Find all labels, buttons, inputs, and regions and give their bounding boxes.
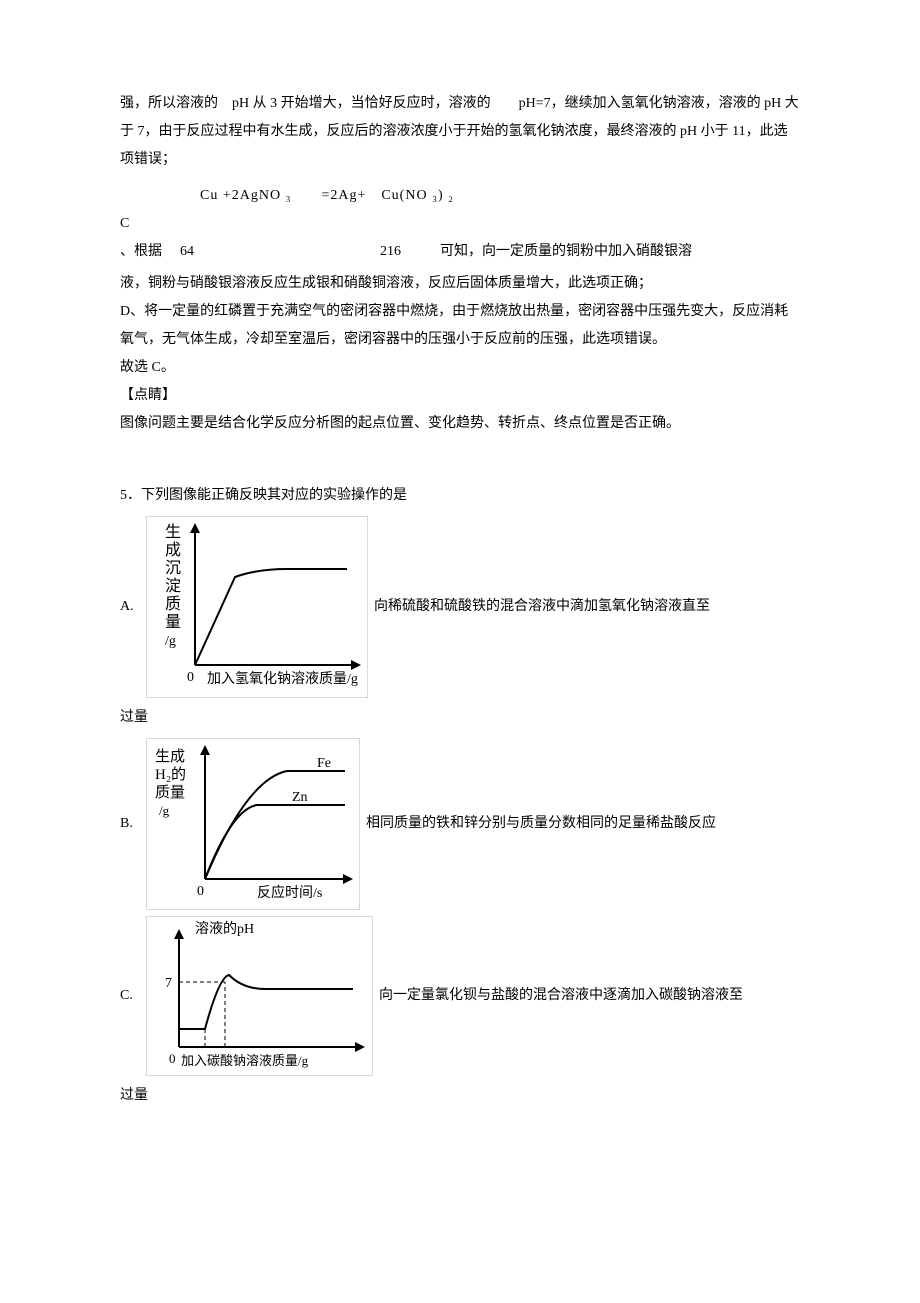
svg-text:质: 质 <box>165 595 181 613</box>
svg-text:沉: 沉 <box>165 559 181 577</box>
svg-text:反应时间/s: 反应时间/s <box>257 884 322 901</box>
eq-mass-cu: 64 <box>180 238 240 266</box>
svg-text:7: 7 <box>165 976 172 991</box>
svg-text:生: 生 <box>165 523 181 541</box>
paragraph: 故选 C。 <box>120 354 800 382</box>
svg-text:加入氢氧化钠溶液质量/g: 加入氢氧化钠溶液质量/g <box>207 671 358 687</box>
paragraph-dianjing: 【点睛】 <box>120 382 800 410</box>
equation-text: Cu +2AgNO ₃ =2Ag+ Cu(NO ₃) ₂ <box>200 182 454 210</box>
eq-tail: 可知，向一定质量的铜粉中加入硝酸银溶 <box>440 238 692 266</box>
option-b-graph: 生成 H₂的 质量 /g 0 反应时间/s Fe Zn <box>146 738 360 910</box>
svg-text:H₂的: H₂的 <box>155 766 186 783</box>
paragraph: 液，铜粉与硝酸银溶液反应生成银和硝酸铜溶液，反应后固体质量增大，此选项正确； <box>120 270 800 298</box>
svg-text:0: 0 <box>187 670 194 685</box>
svg-text:/g: /g <box>165 634 176 649</box>
option-c-row: C. 溶液的pH 7 0 加入碳酸钠溶液质量/g 向一定量氯化钡与盐酸的混合溶液 <box>120 916 800 1076</box>
option-c-label: C. <box>120 982 146 1010</box>
document-page: 强，所以溶液的 pH 从 3 开始增大，当恰好反应时，溶液的 pH=7，继续加入… <box>0 0 920 1176</box>
svg-text:/g: /g <box>159 803 170 818</box>
option-a-graph: 生 成 沉 淀 质 量 /g 0 加入氢氧化钠溶液质量/g <box>146 516 368 698</box>
eq-mass-ag: 216 <box>380 238 440 266</box>
svg-text:成: 成 <box>165 541 181 559</box>
option-c-text: 向一定量氯化钡与盐酸的混合溶液中逐滴加入碳酸钠溶液至 <box>373 982 800 1010</box>
paragraph: 图像问题主要是结合化学反应分析图的起点位置、变化趋势、转折点、终点位置是否正确。 <box>120 410 800 438</box>
svg-text:0: 0 <box>197 884 204 899</box>
question-stem: 5．下列图像能正确反映其对应的实验操作的是 <box>120 482 800 510</box>
paragraph: D、将一定量的红磷置于充满空气的密闭容器中燃烧，由于燃烧放出热量，密闭容器中压强… <box>120 298 800 354</box>
option-c-graph: 溶液的pH 7 0 加入碳酸钠溶液质量/g <box>146 916 373 1076</box>
svg-text:Zn: Zn <box>292 790 308 805</box>
svg-text:生成: 生成 <box>155 748 185 765</box>
svg-text:加入碳酸钠溶液质量/g: 加入碳酸钠溶液质量/g <box>181 1053 309 1068</box>
eq-prefix: 、根据 <box>120 238 180 266</box>
option-b-text: 相同质量的铁和锌分别与质量分数相同的足量稀盐酸反应 <box>360 810 800 838</box>
option-a-cont: 过量 <box>120 704 800 732</box>
option-a-row: A. 生 成 沉 淀 质 量 /g 0 加入氢氧化钠溶液质量/g <box>120 516 800 698</box>
svg-text:量: 量 <box>165 614 181 631</box>
question-number: 5． <box>120 488 141 503</box>
question-5: 5．下列图像能正确反映其对应的实验操作的是 A. 生 成 沉 淀 质 量 /g … <box>120 482 800 1110</box>
option-label-c: C <box>120 210 140 238</box>
option-c-cont: 过量 <box>120 1082 800 1110</box>
option-b-label: B. <box>120 810 146 838</box>
option-a-label: A. <box>120 593 146 621</box>
svg-text:质量: 质量 <box>155 784 185 801</box>
paragraph: 强，所以溶液的 pH 从 3 开始增大，当恰好反应时，溶液的 pH=7，继续加入… <box>120 90 800 174</box>
question-stem-text: 下列图像能正确反映其对应的实验操作的是 <box>141 488 407 503</box>
option-b-row: B. 生成 H₂的 质量 /g 0 反应时间/s Fe Zn <box>120 738 800 910</box>
equation-block-c: Cu +2AgNO ₃ =2Ag+ Cu(NO ₃) ₂ C 、根据 64 21… <box>120 182 800 266</box>
svg-text:淀: 淀 <box>165 577 181 595</box>
svg-text:溶液的pH: 溶液的pH <box>195 921 254 937</box>
svg-text:0: 0 <box>169 1051 176 1066</box>
svg-text:Fe: Fe <box>317 756 331 771</box>
option-a-text: 向稀硫酸和硫酸铁的混合溶液中滴加氢氧化钠溶液直至 <box>368 593 800 621</box>
